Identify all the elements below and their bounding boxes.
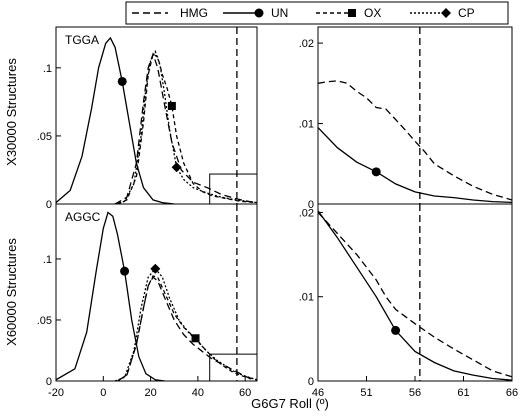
- legend-marker-ox: [348, 9, 356, 17]
- x-tick-label: 56: [409, 387, 421, 399]
- y-tick-label: .02: [299, 38, 314, 50]
- y-tick-label: 0: [308, 376, 314, 388]
- legend-label-un: UN: [271, 6, 288, 20]
- series-marker-ox: [191, 334, 200, 343]
- series-line-hmg: [117, 276, 257, 381]
- x-axis-label: G6G7 Roll (º): [251, 396, 329, 411]
- series-line-un: [318, 127, 512, 204]
- legend: HMG UN OX CP: [125, 1, 509, 25]
- y-tick-label: .1: [43, 63, 52, 75]
- y-tick-label: 0: [308, 199, 314, 211]
- series-marker-cp: [171, 162, 182, 173]
- panel-frame: [55, 26, 258, 205]
- panel-bottom-right: 0 .01 .02 46 51 56 61 66: [299, 203, 518, 399]
- legend-label-cp: CP: [458, 6, 475, 20]
- panel-frame: [317, 26, 513, 205]
- y-tick-label: 0: [46, 376, 52, 388]
- y-tick-label: .05: [37, 315, 52, 327]
- y-tick-label: 0: [46, 199, 52, 211]
- legend-label-ox: OX: [364, 6, 381, 20]
- series-line-ox: [117, 53, 257, 204]
- x-tick-label: 60: [239, 387, 251, 399]
- series-group: [56, 211, 257, 381]
- series-line-un: [56, 36, 175, 204]
- series-line-hmg: [318, 211, 512, 378]
- series-line-un: [56, 211, 165, 381]
- legend-label-hmg: HMG: [180, 6, 208, 20]
- panel-label: TGGA: [65, 33, 99, 47]
- x-tick-label: 66: [506, 387, 518, 399]
- panel-frame: [317, 203, 513, 382]
- x-tick-label: 40: [192, 387, 204, 399]
- y-tick-label: .05: [37, 131, 52, 143]
- y-axis-label-bottom: X60000 Structures: [4, 238, 19, 346]
- series-line-hmg: [114, 52, 257, 204]
- series-marker-un: [117, 76, 127, 86]
- series-line-un: [318, 210, 512, 381]
- series-marker-un: [120, 266, 130, 276]
- series-group: [318, 80, 512, 204]
- series-marker-ox: [167, 101, 176, 110]
- x-tick-label: 20: [144, 387, 156, 399]
- y-tick-label: .01: [299, 119, 314, 131]
- y-axis-label-top: X30000 Structures: [4, 58, 19, 166]
- series-group: [318, 210, 512, 381]
- x-tick-label: 61: [457, 387, 469, 399]
- x-tick-label: -20: [48, 387, 64, 399]
- y-tick-label: .02: [299, 207, 314, 219]
- x-tick-label: 0: [100, 387, 106, 399]
- series-group: [56, 36, 257, 204]
- y-tick-label: .01: [299, 292, 314, 304]
- panel-label: AGGC: [65, 210, 101, 224]
- panel-frame: [55, 203, 258, 382]
- x-tick-label: 51: [360, 387, 372, 399]
- panel-top-left: 0 .05 .1 TGGA: [37, 26, 258, 211]
- y-tick-label: .1: [43, 254, 52, 266]
- x-tick-label: 46: [312, 387, 324, 399]
- series-line-cp: [114, 49, 257, 204]
- zoom-region-box: [209, 353, 258, 382]
- panel-top-right: 0 .01 .02: [299, 26, 513, 211]
- series-line-hmg: [318, 80, 512, 201]
- series-marker-cp: [150, 263, 161, 274]
- series-line-cp: [114, 267, 257, 381]
- legend-marker-cp: [441, 8, 451, 18]
- series-marker-un: [391, 325, 401, 335]
- series-marker-un: [371, 167, 381, 177]
- legend-marker-un: [254, 8, 264, 18]
- zoom-region-box: [209, 173, 258, 205]
- series-line-ox: [117, 275, 257, 381]
